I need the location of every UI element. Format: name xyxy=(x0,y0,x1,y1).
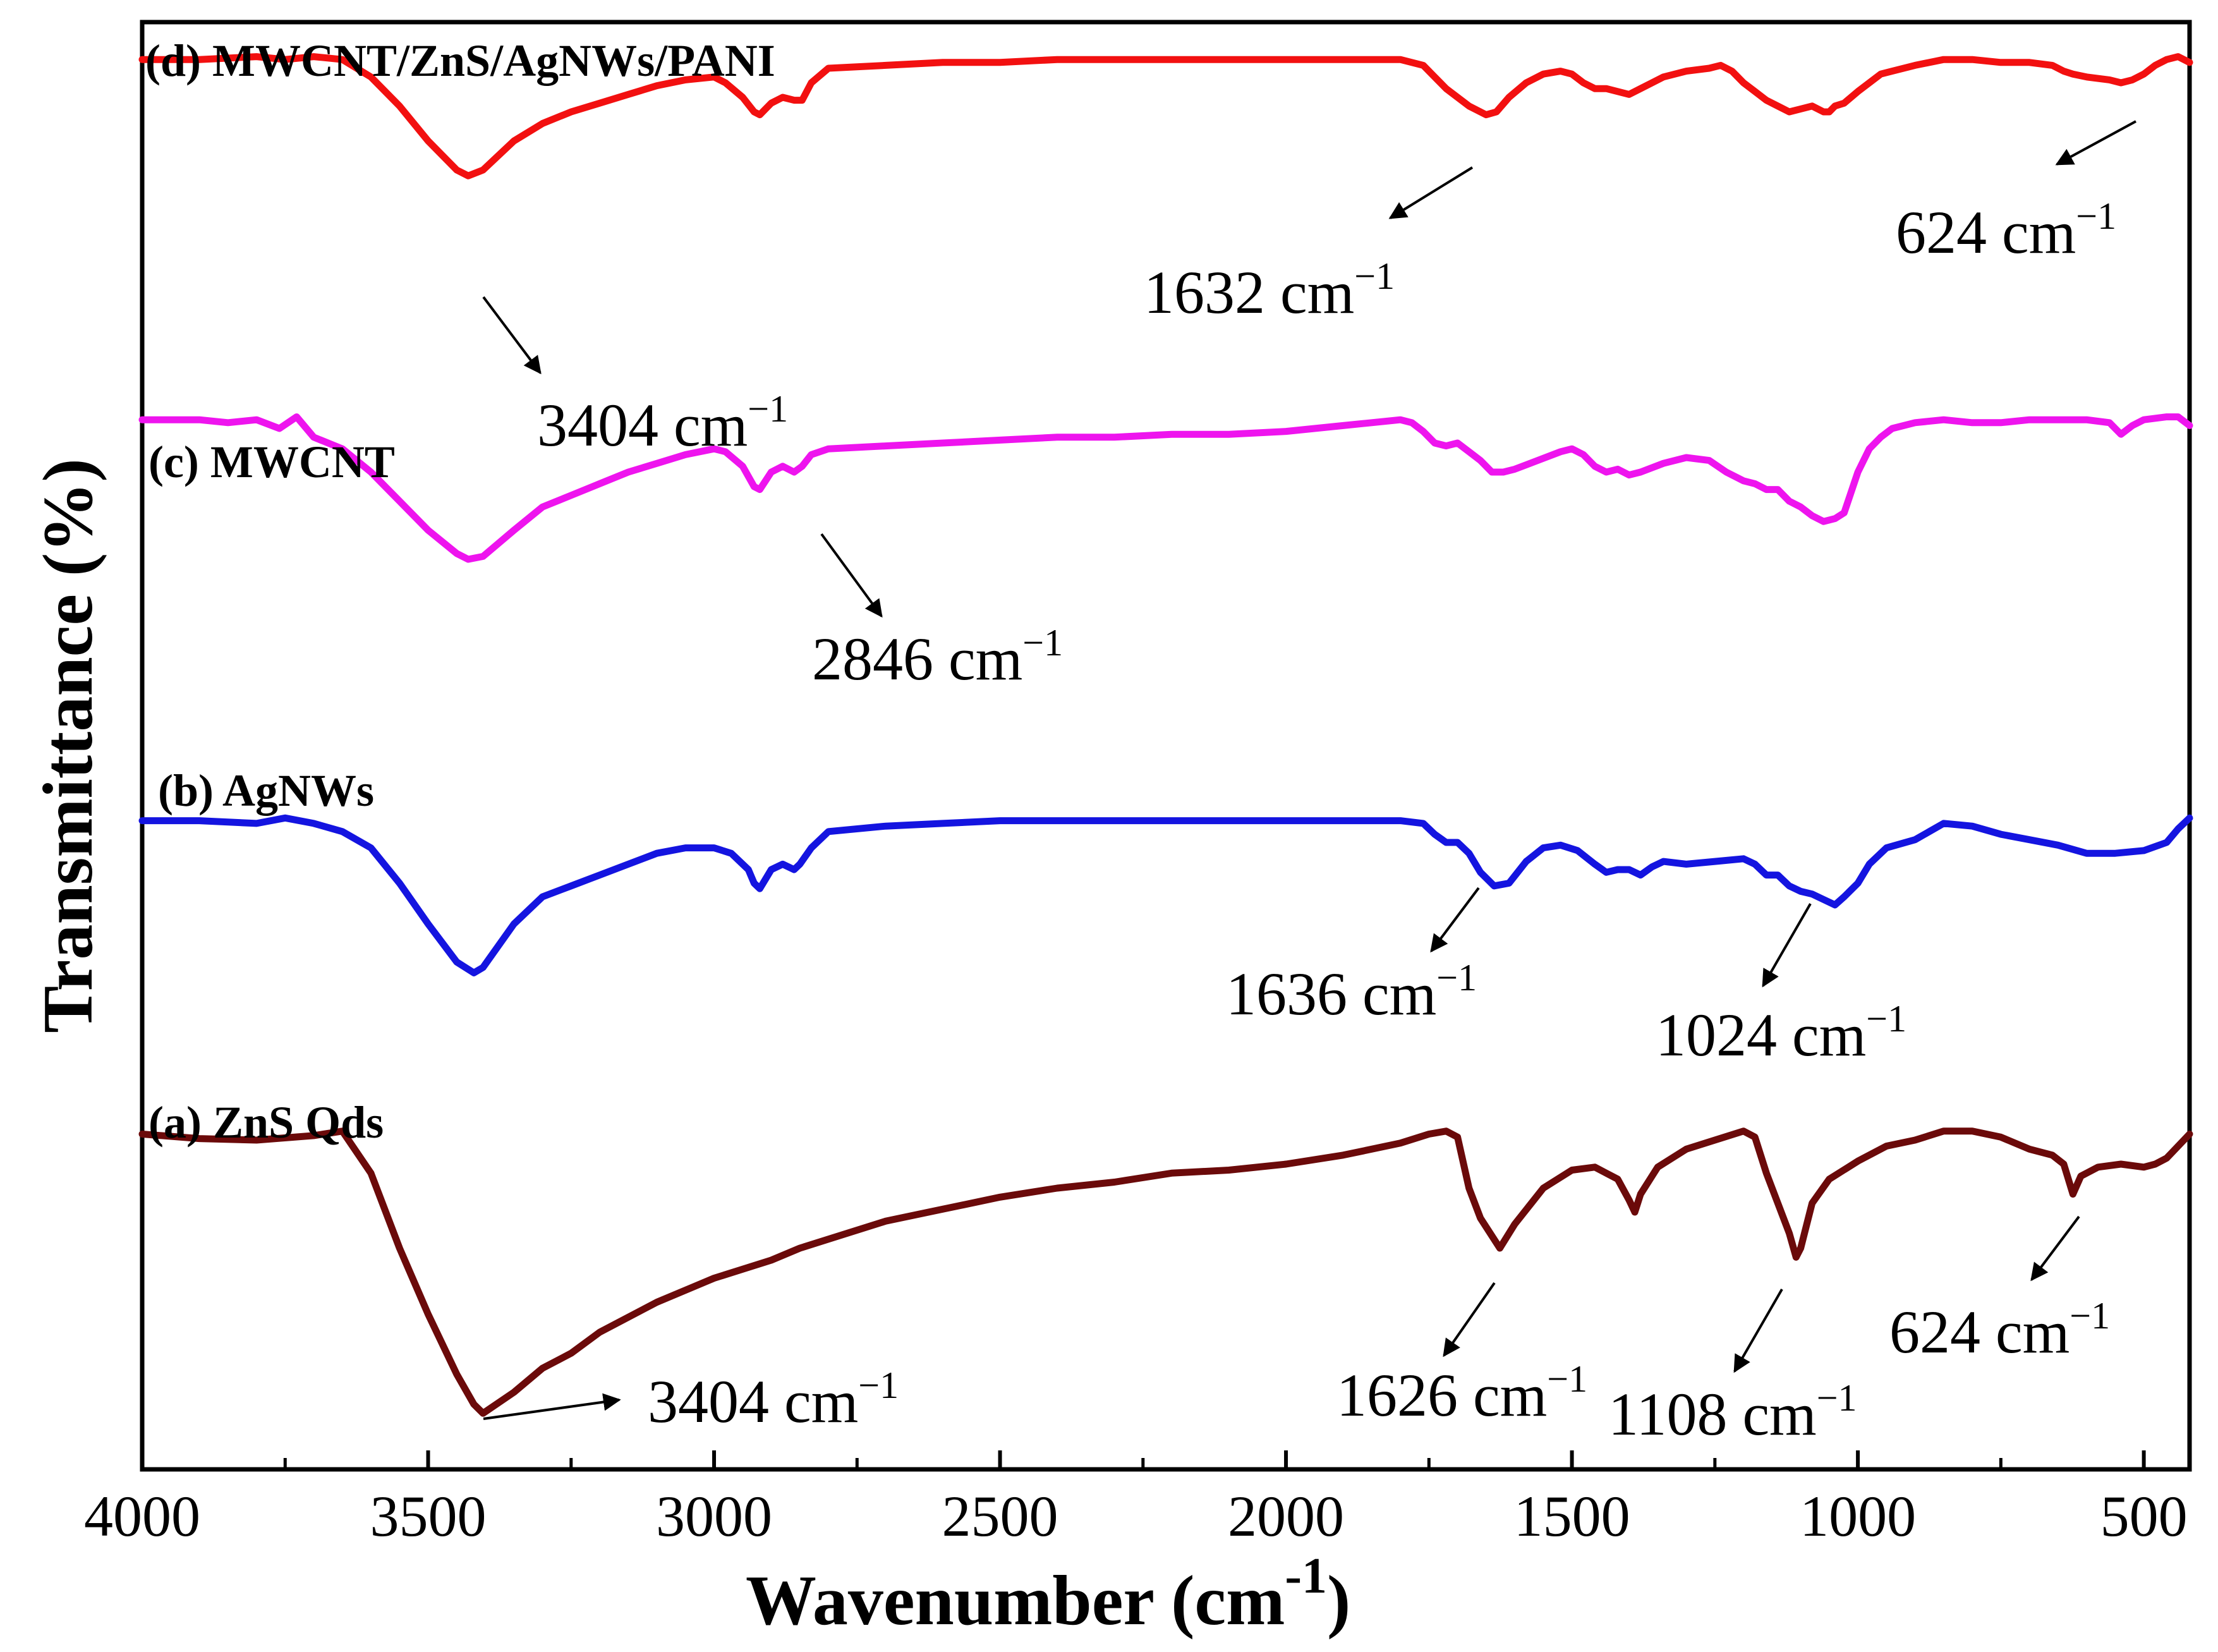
series-layer xyxy=(138,53,2193,1417)
series-line-3 xyxy=(138,53,2193,179)
series-label-d: (d) MWCNT/ZnS/AgNWs/PANI xyxy=(145,35,775,86)
x-tick-label: 3000 xyxy=(656,1484,772,1548)
annotation-c-2846: 2846 cm−1 xyxy=(812,533,1063,693)
annotation-sup: −1 xyxy=(1547,1358,1587,1400)
series-label-c: (c) MWCNT xyxy=(148,437,395,487)
svg-text:1108 cm−1: 1108 cm−1 xyxy=(1608,1377,1857,1448)
x-tick-label: 500 xyxy=(2100,1484,2188,1548)
x-tick-label: 1500 xyxy=(1514,1484,1630,1548)
annotation-text: 1636 cm xyxy=(1226,960,1436,1028)
svg-text:3404 cm−1: 3404 cm−1 xyxy=(537,388,788,459)
svg-text:624 cm−1: 624 cm−1 xyxy=(1889,1295,2110,1366)
annotation-d-3404: 3404 cm−1 xyxy=(482,296,788,459)
annotation-sup: −1 xyxy=(748,388,788,430)
svg-text:1636 cm−1: 1636 cm−1 xyxy=(1226,957,1477,1028)
annotation-sup: −1 xyxy=(858,1364,899,1406)
annotation-a-3404: 3404 cm−1 xyxy=(483,1364,899,1435)
x-tick-label: 4000 xyxy=(84,1484,200,1548)
annotation-text: 1108 cm xyxy=(1608,1380,1817,1448)
annotation-text: 3404 cm xyxy=(537,391,748,459)
x-tick-label: 2500 xyxy=(942,1484,1058,1548)
series-line-0 xyxy=(138,1127,2193,1417)
annotation-sup: −1 xyxy=(2070,1295,2110,1337)
annotation-text: 1632 cm xyxy=(1144,258,1354,326)
x-tick-label: 1000 xyxy=(1800,1484,1916,1548)
svg-text:3404 cm−1: 3404 cm−1 xyxy=(648,1364,899,1435)
annotation-d-624: 624 cm−1 xyxy=(1896,120,2136,266)
x-axis-title: Wavenumber (cm-1) xyxy=(746,1548,1350,1640)
x-tick-label: 3500 xyxy=(370,1484,487,1548)
annotation-a-1626: 1626 cm−1 xyxy=(1336,1282,1587,1429)
annotation-sup: −1 xyxy=(1354,255,1395,297)
svg-text:1024 cm−1: 1024 cm−1 xyxy=(1656,998,1906,1069)
annotation-text: 624 cm xyxy=(1896,198,2076,266)
x-axis-ticks: 4000 3500 3000 2500 2000 1500 1000 500 xyxy=(84,1450,2188,1548)
plot-frame xyxy=(140,20,2192,1472)
series-label-a: (a) ZnS Qds xyxy=(148,1097,384,1148)
svg-text:1632 cm−1: 1632 cm−1 xyxy=(1144,255,1395,326)
annotation-text: 1024 cm xyxy=(1656,1001,1866,1069)
annotation-sup: −1 xyxy=(2076,195,2116,237)
series-line-1 xyxy=(138,814,2193,976)
svg-text:624 cm−1: 624 cm−1 xyxy=(1896,195,2116,266)
annotation-b-1636: 1636 cm−1 xyxy=(1226,887,1480,1028)
x-tick-label: 2000 xyxy=(1228,1484,1344,1548)
annotation-text: 2846 cm xyxy=(812,625,1022,693)
annotation-text: 624 cm xyxy=(1889,1298,2070,1366)
svg-text:2846 cm−1: 2846 cm−1 xyxy=(812,622,1063,693)
annotation-sup: −1 xyxy=(1436,957,1477,999)
annotation-sup: −1 xyxy=(1866,998,1906,1040)
annotation-sup: −1 xyxy=(1817,1377,1857,1419)
annotation-sup: −1 xyxy=(1022,622,1063,664)
svg-text:1626 cm−1: 1626 cm−1 xyxy=(1336,1358,1587,1429)
series-label-b: (b) AgNWs xyxy=(158,765,374,816)
series-line-2 xyxy=(138,413,2193,563)
annotation-a-624: 624 cm−1 xyxy=(1889,1215,2110,1366)
annotation-a-1108: 1108 cm−1 xyxy=(1608,1289,1857,1448)
annotation-b-1024: 1024 cm−1 xyxy=(1656,903,1906,1069)
annotation-text: 1626 cm xyxy=(1336,1361,1547,1429)
annotation-d-1632: 1632 cm−1 xyxy=(1144,166,1474,326)
y-axis-title: Transmittance (%) xyxy=(29,458,107,1033)
annotation-text: 3404 cm xyxy=(648,1368,858,1435)
